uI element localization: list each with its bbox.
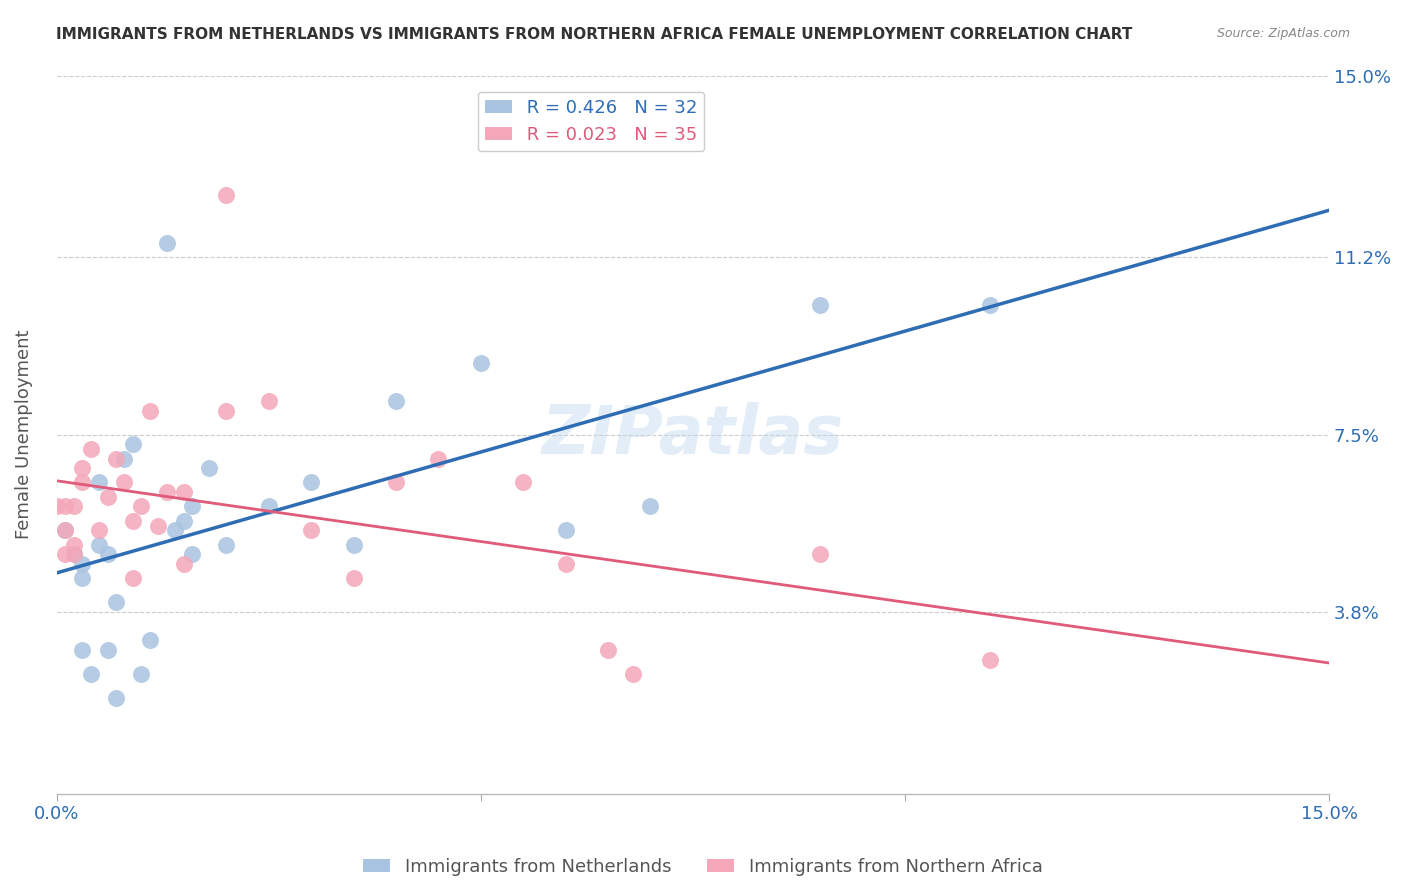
- Point: [62, 538, 84, 552]
- Point: [173, 514, 195, 528]
- Point: [53, 524, 76, 538]
- Point: [96, 643, 118, 657]
- Point: [70, 461, 93, 475]
- Point: [596, 643, 619, 657]
- Point: [114, 451, 136, 466]
- Point: [62, 500, 84, 514]
- Point: [87, 524, 110, 538]
- Point: [156, 236, 179, 251]
- Point: [122, 514, 145, 528]
- Point: [96, 547, 118, 561]
- Point: [156, 485, 179, 500]
- Point: [114, 475, 136, 490]
- Point: [45, 500, 67, 514]
- Point: [385, 394, 408, 409]
- Point: [104, 451, 127, 466]
- Point: [181, 547, 204, 561]
- Point: [104, 690, 127, 705]
- Y-axis label: Female Unemployment: Female Unemployment: [15, 330, 32, 540]
- Point: [53, 500, 76, 514]
- Point: [640, 500, 662, 514]
- Point: [173, 557, 195, 571]
- Point: [427, 451, 450, 466]
- Point: [299, 475, 322, 490]
- Point: [299, 524, 322, 538]
- Point: [62, 547, 84, 561]
- Point: [257, 500, 280, 514]
- Point: [979, 652, 1001, 666]
- Point: [122, 571, 145, 585]
- Point: [87, 475, 110, 490]
- Point: [979, 298, 1001, 312]
- Text: Source: ZipAtlas.com: Source: ZipAtlas.com: [1216, 27, 1350, 40]
- Point: [70, 475, 93, 490]
- Point: [148, 518, 170, 533]
- Point: [87, 538, 110, 552]
- Point: [139, 403, 162, 417]
- Point: [131, 667, 153, 681]
- Point: [257, 394, 280, 409]
- Point: [808, 298, 831, 312]
- Point: [165, 524, 187, 538]
- Point: [53, 524, 76, 538]
- Point: [104, 595, 127, 609]
- Point: [122, 437, 145, 451]
- Point: [342, 538, 364, 552]
- Point: [342, 571, 364, 585]
- Point: [62, 547, 84, 561]
- Legend:  R = 0.426   N = 32,  R = 0.023   N = 35: R = 0.426 N = 32, R = 0.023 N = 35: [478, 92, 704, 152]
- Point: [70, 557, 93, 571]
- Point: [173, 485, 195, 500]
- Point: [70, 571, 93, 585]
- Point: [385, 475, 408, 490]
- Point: [808, 547, 831, 561]
- Point: [53, 547, 76, 561]
- Point: [215, 538, 238, 552]
- Point: [470, 356, 492, 370]
- Text: IMMIGRANTS FROM NETHERLANDS VS IMMIGRANTS FROM NORTHERN AFRICA FEMALE UNEMPLOYME: IMMIGRANTS FROM NETHERLANDS VS IMMIGRANT…: [56, 27, 1133, 42]
- Point: [215, 403, 238, 417]
- Point: [181, 500, 204, 514]
- Point: [623, 667, 645, 681]
- Point: [215, 188, 238, 202]
- Point: [198, 461, 221, 475]
- Point: [79, 442, 101, 456]
- Point: [554, 557, 576, 571]
- Point: [554, 524, 576, 538]
- Point: [96, 490, 118, 504]
- Point: [512, 475, 534, 490]
- Text: ZIPatlas: ZIPatlas: [541, 401, 844, 467]
- Legend: Immigrants from Netherlands, Immigrants from Northern Africa: Immigrants from Netherlands, Immigrants …: [356, 851, 1050, 883]
- Point: [70, 643, 93, 657]
- Point: [131, 500, 153, 514]
- Point: [79, 667, 101, 681]
- Point: [139, 633, 162, 648]
